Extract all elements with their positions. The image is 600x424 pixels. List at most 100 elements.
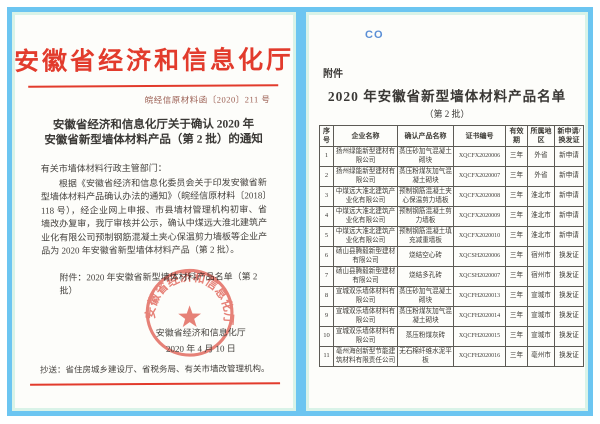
table-cell: 新申请	[554, 226, 584, 247]
product-table: 序号 企业名称 确认产品名称 证书编号 有效期 所属地区 新申请/换发证 1 扬州绿能新型建材…	[319, 125, 584, 367]
column-header: 确认产品名称	[397, 125, 454, 147]
table-cell: 宣城市	[527, 326, 555, 347]
table-cell: 新申请	[554, 206, 584, 227]
table-cell: 11	[319, 346, 334, 367]
letter-body: 有关市墙体材料行政主管部门： 根据《安徽省经济和信息化委员会关于印发安徽省新型墙…	[41, 161, 268, 258]
table-cell: XQCSH2020007	[453, 266, 506, 287]
table-cell: XQCFX2020009	[453, 206, 506, 227]
table-cell: 扬州绿能新型建材有限公司	[333, 166, 398, 187]
table-row: 10 宣城双乐墙体材料有限公司 蒸压粉煤灰砖 XQCFH2020015 三年 宣城市 换发证	[319, 326, 584, 347]
notice-title-line1: 安徽省经济和信息化厅关于确认 2020 年	[52, 118, 255, 132]
table-cell: 宣城双乐墙体材料有限公司	[333, 286, 398, 307]
table-cell: XQCFH2020014	[453, 306, 506, 327]
table-row: 1 扬州绿能新型建材有限公司 蒸压砂加气混凝土砌块 XQCFX2020006 三年 外省新…	[319, 146, 584, 167]
table-cell: 蒸压粉煤灰砖	[397, 326, 454, 347]
table-cell: 砀山县腾毅新型建材有限公司	[333, 246, 398, 267]
product-list-page: CO 附件 2020 年安徽省新型墙体材料产品名单 （第 2 批） 序号 企业名称…	[301, 7, 593, 416]
table-cell: 宣城市	[527, 306, 555, 327]
product-table-body: 1 扬州绿能新型建材有限公司 蒸压砂加气混凝土砌块 XQCFX2020006 三年 外省新…	[319, 146, 584, 367]
table-cell: 三年	[505, 206, 528, 227]
table-cell: 8	[319, 286, 334, 307]
table-cell: XQCFH2020015	[453, 326, 506, 347]
signature-block: 安徽省经济和信息化厅 2020 年 4 月 10 日	[126, 324, 276, 357]
product-list-content: CO 附件 2020 年安徽省新型墙体材料产品名单 （第 2 批） 序号 企业名称…	[309, 15, 585, 408]
table-cell: 换发证	[554, 306, 584, 327]
table-cell: 外省	[527, 166, 555, 187]
table-cell: 砀山县腾毅新型建材有限公司	[333, 266, 398, 287]
table-row: 6 砀山县腾毅新型建材有限公司 烧结空心砖 XQCSH2020006 三年 宿州市 换发证	[319, 246, 584, 267]
table-cell: 新申请	[554, 166, 584, 187]
table-cell: XQCFH2020016	[453, 346, 506, 367]
table-cell: 三年	[505, 186, 528, 207]
table-cell: XQCFX2020008	[453, 186, 506, 207]
table-cell: 蒸压粉煤灰加气混凝土砌块	[397, 166, 454, 187]
table-cell: 三年	[505, 286, 528, 307]
notice-title-line2: 安徽省新型墙体材料产品（第 2 批）的通知	[44, 133, 263, 147]
table-cell: 三年	[505, 146, 528, 167]
letterhead-divider	[28, 84, 279, 88]
table-cell: 宣城市	[527, 286, 555, 307]
table-cell: 4	[319, 206, 334, 227]
column-header: 有效期	[505, 125, 528, 147]
table-cell: 三年	[505, 306, 528, 327]
table-cell: 三年	[505, 226, 528, 247]
table-cell: 亳州市	[527, 346, 555, 367]
table-cell: 换发证	[554, 326, 584, 347]
table-cell: 7	[319, 266, 334, 287]
table-cell: 换发证	[554, 346, 584, 367]
product-table-head: 序号 企业名称 确认产品名称 证书编号 有效期 所属地区 新申请/换发证	[319, 125, 584, 147]
column-header: 序号	[319, 125, 334, 147]
table-cell: 蒸压砂加气混凝土砌块	[397, 286, 454, 307]
notice-letter-content: 安徽省经济和信息化厅 皖经信原材料函〔2020〕211 号 安徽省经济和信息化厅…	[14, 14, 294, 409]
table-cell: 宿州市	[527, 266, 555, 287]
table-cell: 蒸压砂加气混凝土砌块	[397, 146, 454, 167]
corner-logo: CO	[365, 29, 384, 41]
table-cell: 三年	[505, 326, 528, 347]
table-cell: 换发证	[554, 266, 584, 287]
table-row: 3 中煤远大淮北建筑产业化有限公司 预制钢筋混凝土夹心保温剪力墙板 XQCFX2020…	[319, 186, 584, 207]
table-cell: 中煤远大淮北建筑产业化有限公司	[333, 186, 398, 207]
table-cell: 蒸压粉煤灰加气混凝土砌块	[397, 306, 454, 327]
footer-divider	[30, 382, 281, 386]
signer-name: 安徽省经济和信息化厅	[155, 327, 246, 338]
cc-distribution-line: 抄送：省住房城乡建设厅、省税务局、有关市墙改管理机构。	[39, 363, 270, 375]
table-cell: 1	[319, 146, 334, 167]
column-header: 企业名称	[333, 125, 398, 147]
table-cell: XQCSH2020006	[453, 246, 506, 267]
table-cell: 换发证	[554, 286, 584, 307]
table-row: 4 中煤远大淮北建筑产业化有限公司 预制钢筋混凝土剪力墙板 XQCFX2020009 三…	[319, 206, 584, 227]
table-cell: 预制钢筋混凝土剪力墙板	[397, 206, 454, 227]
table-cell: 三年	[505, 166, 528, 187]
table-cell: 淮北市	[527, 186, 555, 207]
table-cell: XQCFH2020013	[453, 286, 506, 307]
table-cell: 9	[319, 306, 334, 327]
document-number: 皖经信原材料函〔2020〕211 号	[144, 94, 271, 106]
table-cell: 新申请	[554, 146, 584, 167]
table-cell: 新申请	[554, 186, 584, 207]
table-cell: 三年	[505, 266, 528, 287]
table-cell: 10	[319, 326, 334, 347]
table-cell: 5	[319, 226, 334, 247]
official-red-seal: 安徽省经济和信息化厅	[143, 268, 236, 357]
table-cell: 3	[319, 186, 334, 207]
table-cell: 外省	[527, 146, 555, 167]
table-cell: XQCFX2020006	[453, 146, 506, 167]
table-cell: 宿州市	[527, 246, 555, 267]
table-row: 7 砀山县腾毅新型建材有限公司 烧结多孔砖 XQCSH2020007 三年 宿州市 换发证	[319, 266, 584, 287]
column-header: 新申请/换发证	[554, 125, 584, 147]
table-row: 9 宣城双乐墙体材料有限公司 蒸压粉煤灰加气混凝土砌块 XQCFH2020014 三年宣…	[319, 306, 584, 327]
table-cell: 宣城双乐墙体材料有限公司	[333, 306, 398, 327]
attachment-label: 附件	[323, 69, 343, 80]
list-subtitle: （第 2 批）	[424, 109, 470, 119]
table-row: 2 扬州绿能新型建材有限公司 蒸压粉煤灰加气混凝土砌块 XQCFX2020007 三年外…	[319, 166, 584, 187]
table-cell: XQCFX2020007	[453, 166, 506, 187]
table-cell: 中煤远大淮北建筑产业化有限公司	[333, 226, 398, 247]
table-cell: 淮北市	[527, 206, 555, 227]
header-row: 序号 企业名称 确认产品名称 证书编号 有效期 所属地区 新申请/换发证	[319, 125, 584, 147]
table-cell: 无石棉纤维水泥平板	[397, 346, 454, 367]
table-cell: 换发证	[554, 246, 584, 267]
agency-letterhead-title: 安徽省经济和信息化厅	[14, 47, 295, 76]
notice-letter-page: 安徽省经济和信息化厅 皖经信原材料函〔2020〕211 号 安徽省经济和信息化厅…	[7, 7, 301, 416]
seal-star-icon	[178, 305, 202, 328]
table-cell: 6	[319, 246, 334, 267]
